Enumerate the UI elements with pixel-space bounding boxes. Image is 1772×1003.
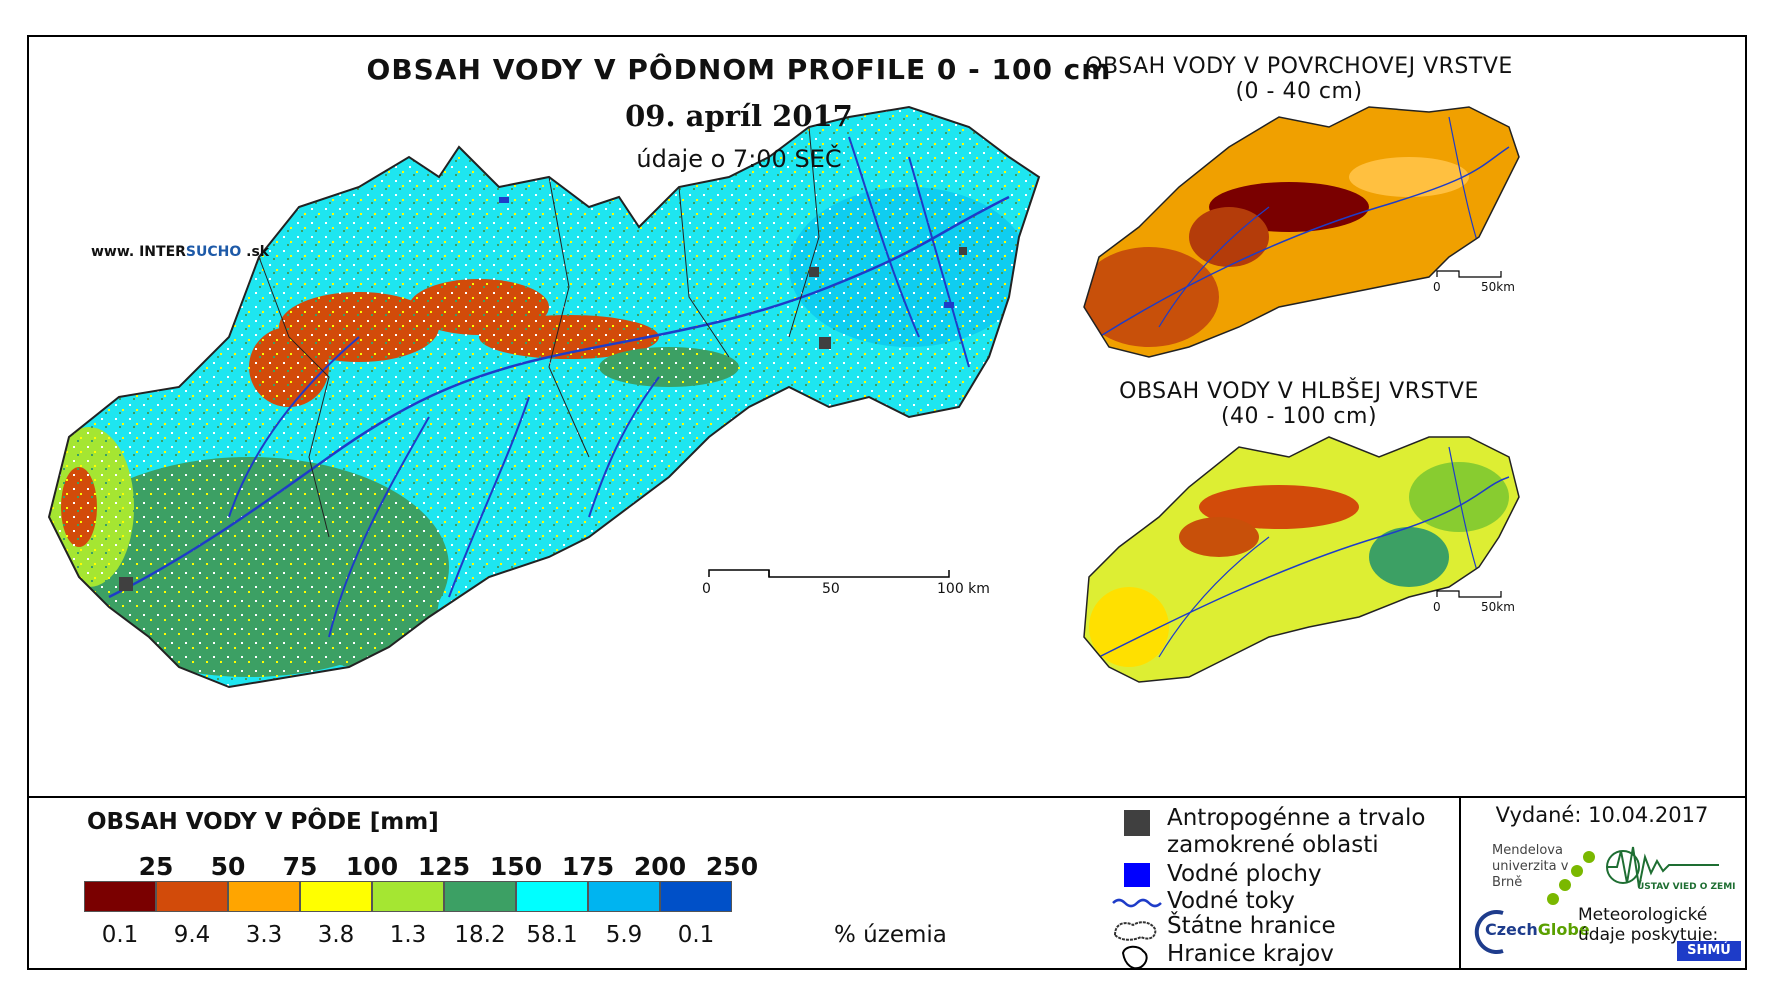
legend-class-percent: 0.1 (677, 922, 715, 948)
surface-scale-label-50: 50km (1481, 280, 1515, 294)
main-map (47, 105, 1041, 689)
legend-swatch (588, 881, 660, 912)
legend-class-label: 175 (561, 852, 615, 881)
legend-class-label: 125 (417, 852, 471, 881)
deep-map-title: OBSAH VODY V HLBŠEJ VRSTVE (40 - 100 cm) (1069, 379, 1529, 429)
website-prefix: www. INTER (91, 244, 186, 260)
legend-swatch (84, 881, 156, 912)
blue-square-icon (1124, 863, 1150, 887)
legend-class-percent: 0.1 (101, 922, 139, 948)
deep-scale-label-0: 0 (1433, 600, 1441, 614)
shmu-logo: SHMÚ (1677, 941, 1741, 961)
wavy-line-icon (1112, 898, 1162, 908)
mendel-dots-icon (1547, 851, 1595, 905)
symbol-region-label: Hranice krajov (1167, 941, 1334, 967)
czechglobe-czech: Czech (1485, 920, 1538, 939)
legend-class-percent: 3.8 (317, 922, 355, 948)
legend-class-label: 50 (210, 852, 246, 881)
czechglobe-globe: Globe (1537, 920, 1590, 939)
main-map-time-note: údaje o 7:00 SEČ (636, 145, 842, 173)
legend-title: OBSAH VODY V PÔDE [mm] (87, 809, 439, 835)
legend-swatch (228, 881, 300, 912)
main-map-title: OBSAH VODY V PÔDNOM PROFILE 0 - 100 cm (366, 53, 1112, 86)
deep-title-line1: OBSAH VODY V HLBŠEJ VRSTVE (1119, 379, 1479, 404)
symbol-country-label: Štátne hranice (1167, 913, 1336, 939)
deep-scale-label-50: 50km (1481, 600, 1515, 614)
deep-layer-map (1083, 436, 1520, 683)
legend-class-label: 200 (633, 852, 687, 881)
legend-divider (29, 796, 1745, 798)
legend-divider-vertical (1459, 798, 1461, 968)
main-map-date: 09. apríl 2017 (625, 99, 853, 133)
surface-map-title: OBSAH VODY V POVRCHOVEJ VRSTVE (0 - 40 c… (1069, 54, 1529, 104)
legend-class-percent: 5.9 (605, 922, 643, 948)
main-scale-label-50: 50 (822, 581, 840, 597)
legend-class-percent: 58.1 (526, 922, 578, 948)
main-scale-bar (708, 569, 950, 578)
legend-class-percent: 1.3 (389, 922, 427, 948)
mendel-logo-text: Mendelova univerzita v Brně (1492, 843, 1569, 890)
legend-class-percent: 18.2 (454, 922, 506, 948)
legend-swatch (372, 881, 444, 912)
website-suffix: .sk (241, 244, 270, 260)
map-panel: OBSAH VODY V PÔDNOM PROFILE 0 - 100 cm 0… (29, 37, 1745, 796)
meteo-credit-text: Meteorologické údaje poskytuje: (1578, 905, 1719, 945)
country-border-icon (1113, 921, 1157, 941)
legend-swatch (516, 881, 588, 912)
deep-title-line2: (40 - 100 cm) (1220, 404, 1378, 429)
legend-class-percent: 9.4 (173, 922, 211, 948)
legend-class-percent: 3.3 (245, 922, 283, 948)
legend-class-label: 250 (705, 852, 759, 881)
symbol-urban-label: Antropogénne a trvalo zamokrené oblasti (1167, 805, 1425, 859)
legend-swatch (444, 881, 516, 912)
symbol-river-label: Vodné toky (1167, 888, 1295, 914)
symbol-water-label: Vodné plochy (1167, 861, 1322, 887)
legend-swatch (156, 881, 228, 912)
map-frame: OBSAH VODY V PÔDNOM PROFILE 0 - 100 cm 0… (27, 35, 1747, 970)
symbol-urban-line2: zamokrené oblasti (1167, 832, 1379, 858)
ustav-logo-text: ÚSTAV VIED O ZEMI (1637, 882, 1736, 892)
czechglobe-arc-icon (1474, 910, 1504, 954)
region-border-icon (1121, 945, 1148, 970)
legend-swatch (300, 881, 372, 912)
legend-class-label: 100 (345, 852, 399, 881)
surface-layer-map (1083, 106, 1520, 358)
gray-square-icon (1124, 810, 1150, 836)
ustav-seismo-logo-icon (1606, 846, 1719, 888)
legend-swatch (660, 881, 732, 912)
surface-title-line1: OBSAH VODY V POVRCHOVEJ VRSTVE (1085, 54, 1513, 79)
map-graphics (47, 105, 1520, 689)
legend-percent-unit: % územia (834, 922, 947, 948)
legend-class-label: 150 (489, 852, 543, 881)
surface-scale-label-0: 0 (1433, 280, 1441, 294)
surface-title-line2: (0 - 40 cm) (1235, 79, 1363, 104)
main-scale-label-100: 100 km (937, 581, 990, 597)
legend-class-label: 75 (282, 852, 318, 881)
czechglobe-logo-text: CzechGlobe (1485, 920, 1590, 939)
website-link[interactable]: www. INTERSUCHO .sk (91, 244, 269, 260)
website-highlight: SUCHO (185, 244, 242, 260)
issued-date: Vydané: 10.04.2017 (1495, 803, 1709, 827)
symbol-urban-line1: Antropogénne a trvalo (1167, 805, 1426, 831)
main-scale-label-0: 0 (702, 581, 711, 597)
legend-class-label: 25 (138, 852, 174, 881)
